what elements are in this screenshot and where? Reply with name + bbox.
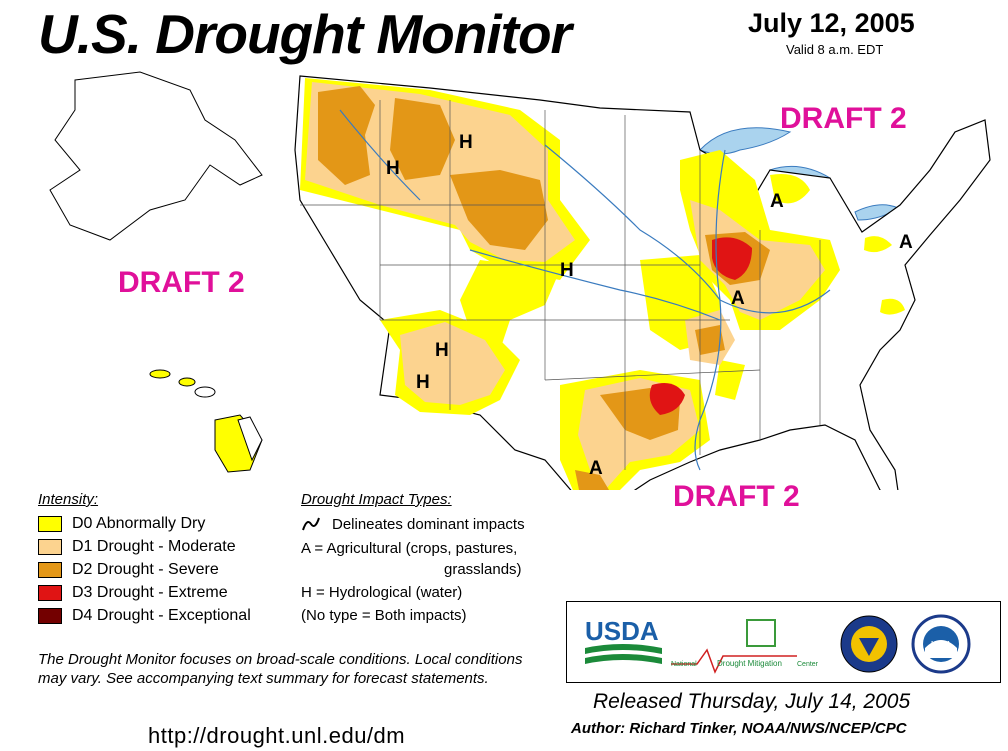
ag-label-4: A xyxy=(589,458,603,479)
hydro-label-5: H xyxy=(416,372,430,393)
alaska xyxy=(49,71,263,241)
svg-text:Center: Center xyxy=(797,661,819,668)
website-link[interactable]: http://drought.unl.edu/dm xyxy=(148,723,406,748)
legend-swatch xyxy=(38,585,62,601)
impact-no-type: (No type = Both impacts) xyxy=(301,607,467,624)
disclaimer-note: The Drought Monitor focuses on broad-sca… xyxy=(38,651,523,687)
svg-text:NOAA: NOAA xyxy=(931,641,951,648)
agency-logos: USDA National Drought Mitigation Center … xyxy=(566,601,1001,683)
legend-swatch xyxy=(38,539,62,555)
legend-item-d2: D2 Drought - Severe xyxy=(38,560,219,580)
hawaii xyxy=(149,369,263,473)
valid-time: Valid 8 a.m. EDT xyxy=(786,42,884,57)
state-boundaries xyxy=(300,100,821,470)
legend-item-d3: D3 Drought - Extreme xyxy=(38,583,228,603)
legend-title: Intensity: xyxy=(38,491,99,508)
drought-map: H H H H H A A A A xyxy=(49,71,991,490)
page-title: U.S. Drought Monitor xyxy=(38,3,572,65)
draft-label-west: DRAFT 2 xyxy=(118,266,245,299)
ag-label-3: A xyxy=(731,288,745,309)
legend-label: D0 Abnormally Dry xyxy=(72,515,206,532)
doc-seal-icon xyxy=(840,615,898,673)
legend-swatch xyxy=(38,562,62,578)
hydro-label-3: H xyxy=(560,260,574,281)
noaa-logo: NOAA xyxy=(911,614,971,674)
svg-text:USDA: USDA xyxy=(585,616,659,646)
draft-label-northeast: DRAFT 2 xyxy=(780,102,907,135)
release-date: Released Thursday, July 14, 2005 xyxy=(593,690,911,713)
d3-areas xyxy=(649,237,752,415)
map-date: July 12, 2005 xyxy=(748,8,915,38)
delineation-line-icon xyxy=(302,517,320,531)
ag-label-1: A xyxy=(770,191,784,212)
legend-swatch xyxy=(38,516,62,532)
impact-agricultural: A = Agricultural (crops, pastures, xyxy=(301,540,518,557)
hydro-label-1: H xyxy=(459,132,473,153)
legend-label: D4 Drought - Exceptional xyxy=(72,607,251,624)
svg-text:Drought Mitigation: Drought Mitigation xyxy=(717,659,782,668)
rivers xyxy=(339,109,831,471)
author-credit: Author: Richard Tinker, NOAA/NWS/NCEP/CP… xyxy=(571,720,907,737)
legend-swatch xyxy=(38,608,62,624)
ndmc-logo: National Drought Mitigation Center xyxy=(671,619,819,674)
hydro-label-4: H xyxy=(435,340,449,361)
usda-logo: USDA xyxy=(585,616,662,664)
legend-item-d0: D0 Abnormally Dry xyxy=(38,514,205,534)
impact-agricultural-cont: grasslands) xyxy=(444,561,522,578)
impact-types-title: Drought Impact Types: xyxy=(301,491,452,508)
legend-label: D2 Drought - Severe xyxy=(72,561,219,578)
impact-delineates: Delineates dominant impacts xyxy=(332,516,525,533)
legend-item-d4: D4 Drought - Exceptional xyxy=(38,606,251,626)
legend-label: D1 Drought - Moderate xyxy=(72,538,236,555)
legend-item-d1: D1 Drought - Moderate xyxy=(38,537,236,557)
logos-graphic: USDA National Drought Mitigation Center … xyxy=(585,614,971,674)
hydro-label-2: H xyxy=(386,158,400,179)
impact-hydrological: H = Hydrological (water) xyxy=(301,584,463,601)
svg-text:National: National xyxy=(671,661,697,668)
legend-label: D3 Drought - Extreme xyxy=(72,584,228,601)
draft-label-south: DRAFT 2 xyxy=(673,480,800,513)
ag-label-2: A xyxy=(899,232,913,253)
